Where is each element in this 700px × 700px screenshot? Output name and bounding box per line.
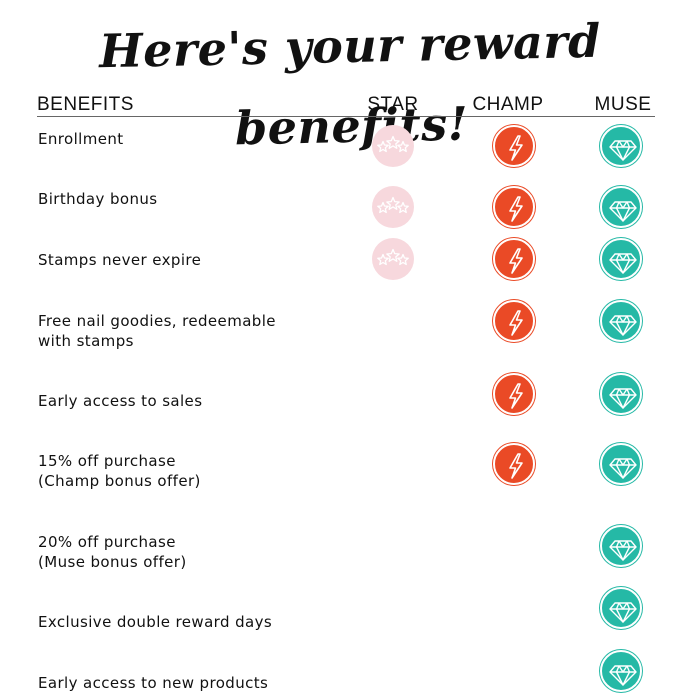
three-stars-icon	[372, 186, 414, 228]
lightning-bolt-icon	[493, 125, 535, 167]
diamond-icon	[600, 300, 642, 342]
lightning-bolt-icon	[493, 186, 535, 228]
column-header-muse: MUSE	[594, 94, 652, 115]
benefit-label: Stamps never expire	[38, 251, 202, 269]
diamond-icon	[600, 525, 642, 567]
column-header-champ: CHAMP	[472, 94, 544, 115]
diamond-icon	[600, 373, 642, 415]
benefit-label: Early access to sales	[38, 392, 203, 410]
column-header-star: STAR	[367, 94, 419, 115]
three-stars-icon	[372, 125, 414, 167]
benefit-label: Exclusive double reward days	[38, 613, 273, 631]
benefit-label: Free nail goodies, redeemable with stamp…	[38, 312, 276, 350]
lightning-bolt-icon	[493, 443, 535, 485]
lightning-bolt-icon	[493, 238, 535, 280]
lightning-bolt-icon	[493, 300, 535, 342]
benefit-label: Enrollment	[38, 130, 124, 148]
header-divider	[37, 116, 655, 117]
benefit-label: 20% off purchase (Muse bonus offer)	[38, 533, 187, 571]
three-stars-icon	[372, 238, 414, 280]
benefit-label: 15% off purchase (Champ bonus offer)	[38, 452, 201, 490]
page-title: Here's your reward benefits!	[98, 13, 602, 156]
diamond-icon	[600, 587, 642, 629]
diamond-icon	[600, 238, 642, 280]
diamond-icon	[600, 125, 642, 167]
diamond-icon	[600, 443, 642, 485]
benefit-label: Birthday bonus	[38, 190, 158, 208]
column-header-benefits: BENEFITS	[37, 94, 134, 115]
diamond-icon	[600, 650, 642, 692]
benefit-label: Early access to new products	[38, 674, 269, 692]
diamond-icon	[600, 186, 642, 228]
lightning-bolt-icon	[493, 373, 535, 415]
